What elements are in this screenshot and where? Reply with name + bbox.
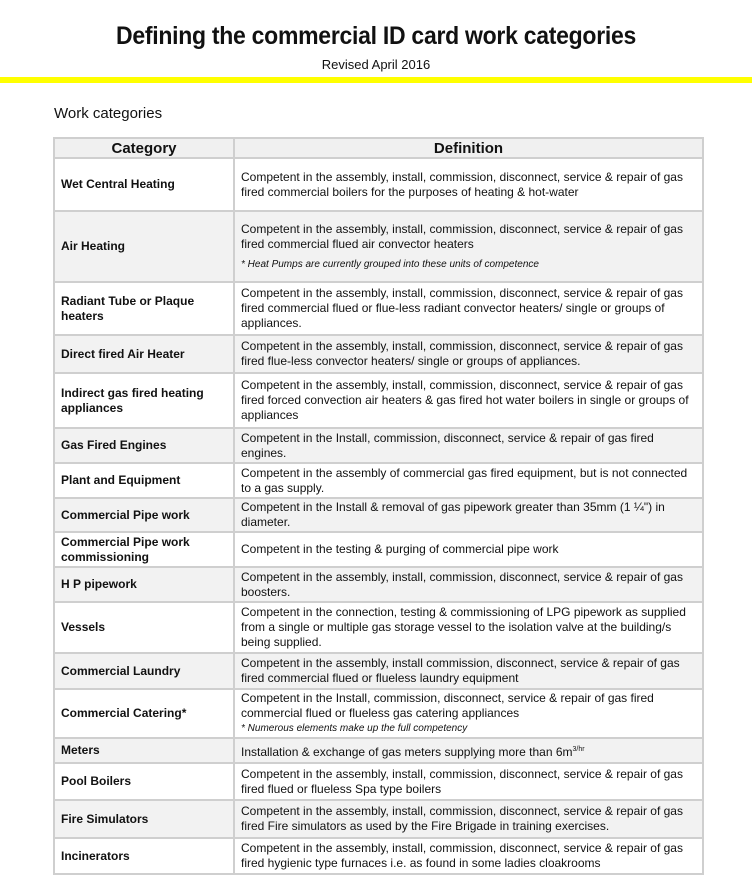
category-cell: Pool Boilers (53, 762, 235, 801)
definition-note: * Heat Pumps are currently grouped into … (241, 258, 539, 270)
category-cell: Commercial Laundry (53, 652, 235, 690)
header-definition: Definition (233, 137, 704, 159)
definition-cell: Competent in the assembly, install, comm… (233, 210, 704, 283)
category-cell: Radiant Tube or Plaque heaters (53, 281, 235, 336)
table-row: Commercial Pipe work commissioning Compet… (53, 531, 704, 568)
revision-subtitle: Revised April 2016 (321, 57, 431, 72)
category-cell: Direct fired Air Heater (53, 334, 235, 374)
definition-cell: Competent in the assembly, install, comm… (233, 334, 704, 374)
table-row: Wet Central Heating Competent in the asse… (53, 157, 704, 212)
table-row: Vessels Competent in the connection, test… (53, 601, 704, 654)
definition-cell: Competent in the assembly, install, comm… (233, 799, 704, 839)
definition-cell: Competent in the assembly, install, comm… (233, 372, 704, 429)
definition-text: Competent in the assembly, install, comm… (241, 221, 683, 251)
table-row: Commercial Pipe work Competent in the Ins… (53, 497, 704, 533)
definition-cell: Competent in the assembly, install, comm… (233, 157, 704, 212)
definition-text: Competent in the assembly, install, comm… (241, 286, 683, 330)
definition-cell: Competent in the Install, commission, di… (233, 688, 704, 739)
definition-text: Competent in the assembly of commercial … (241, 465, 688, 495)
category-cell: Air Heating (53, 210, 235, 283)
definition-cell: Competent in the assembly, install, comm… (233, 281, 704, 336)
table-row: Incinerators Competent in the assembly, i… (53, 837, 704, 875)
table-row: Commercial Laundry Competent in the assem… (53, 652, 704, 690)
category-cell: Fire Simulators (53, 799, 235, 839)
category-cell: Commercial Pipe work (53, 497, 235, 533)
definition-note: * Numerous elements make up the full com… (241, 723, 468, 734)
category-cell: Gas Fired Engines (53, 427, 235, 464)
definition-cell: Competent in the assembly, install commi… (233, 652, 704, 690)
definition-cell: Competent in the connection, testing & c… (233, 601, 704, 654)
definition-text: Competent in the assembly, install, comm… (241, 378, 689, 422)
table-row: Fire Simulators Competent in the assembly… (53, 799, 704, 839)
yellow-divider (0, 77, 752, 83)
definition-cell: Competent in the Install, commission, di… (233, 427, 704, 464)
definition-cell: Competent in the assembly, install, comm… (233, 762, 704, 801)
definition-cell: Competent in the assembly, install, comm… (233, 566, 704, 603)
table-header-row: Category Definition (53, 137, 704, 159)
category-cell: Incinerators (53, 837, 235, 875)
definition-text: Competent in the Install, commission, di… (241, 691, 654, 720)
category-cell: Commercial Pipe work commissioning (53, 531, 235, 568)
table-row: Pool Boilers Competent in the assembly, i… (53, 762, 704, 801)
table-row: Indirect gas fired heating appliances Com… (53, 372, 704, 429)
definition-cell: Competent in the testing & purging of co… (233, 531, 704, 568)
definition-text: Competent in the assembly, install, comm… (241, 841, 683, 870)
definition-text: Competent in the assembly, install, comm… (241, 339, 683, 368)
table-row: Plant and Equipment Competent in the asse… (53, 462, 704, 499)
definition-text: Competent in the Install, commission, di… (241, 430, 654, 460)
category-cell: Wet Central Heating (53, 157, 235, 212)
table-row: Air Heating Competent in the assembly, in… (53, 210, 704, 283)
definition-text: Competent in the testing & purging of co… (241, 542, 559, 556)
category-cell: Indirect gas fired heating appliances (53, 372, 235, 429)
table-row: Commercial Catering* Competent in the Ins… (53, 688, 704, 739)
table-row: Gas Fired Engines Competent in the Instal… (53, 427, 704, 464)
definition-cell: Competent in the assembly, install, comm… (233, 837, 704, 875)
unit-superscript: 3/hr (572, 745, 585, 753)
definition-text: Competent in the assembly, install, comm… (241, 804, 683, 833)
table-row: Direct fired Air Heater Competent in the … (53, 334, 704, 374)
definition-cell: Installation & exchange of gas meters su… (233, 737, 704, 764)
category-cell: H P pipework (53, 566, 235, 603)
header-category: Category (53, 137, 235, 159)
table-row: Radiant Tube or Plaque heaters Competent … (53, 281, 704, 336)
definition-text: Competent in the assembly, install commi… (241, 656, 680, 685)
work-categories-table: Category Definition Wet Central Heating C… (53, 137, 704, 875)
definition-text: Competent in the connection, testing & c… (241, 605, 686, 649)
category-cell: Vessels (53, 601, 235, 654)
definition-cell: Competent in the assembly of commercial … (233, 462, 704, 499)
section-heading: Work categories (54, 105, 163, 122)
category-cell: Plant and Equipment (53, 462, 235, 499)
definition-text: Competent in the assembly, install, comm… (241, 169, 683, 199)
definition-text: Competent in the assembly, install, comm… (241, 569, 683, 599)
category-cell: Meters (53, 737, 235, 764)
table-row: H P pipework Competent in the assembly, i… (53, 566, 704, 603)
definition-text: Competent in the Install & removal of ga… (241, 500, 665, 529)
page-title: Defining the commercial ID card work cat… (115, 22, 637, 50)
definition-text: Installation & exchange of gas meters su… (241, 744, 573, 759)
definition-cell: Competent in the Install & removal of ga… (233, 497, 704, 533)
table-row: Meters Installation & exchange of gas met… (53, 737, 704, 764)
category-cell: Commercial Catering* (53, 688, 235, 739)
definition-text: Competent in the assembly, install, comm… (241, 766, 683, 796)
